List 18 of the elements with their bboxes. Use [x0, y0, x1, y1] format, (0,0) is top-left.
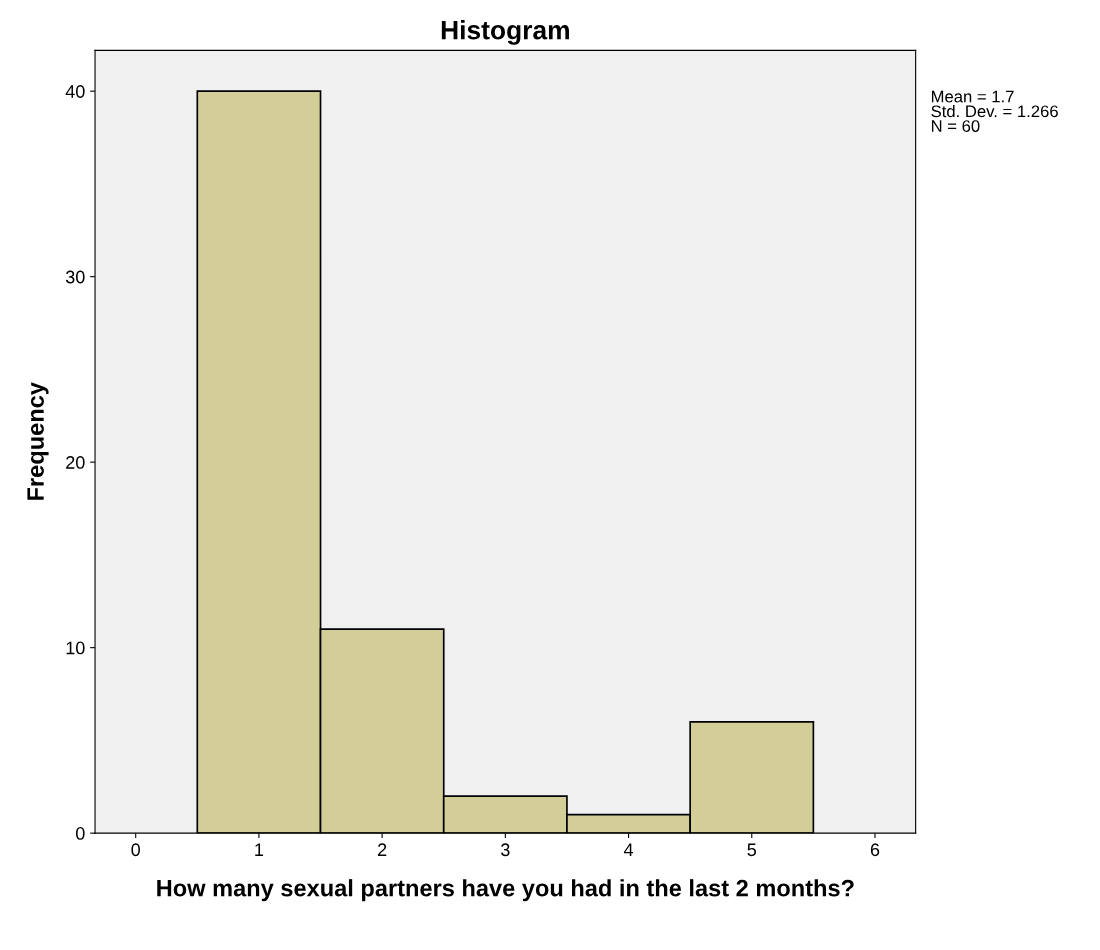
- x-tick-label: 2: [378, 843, 387, 856]
- x-tick-label: 5: [747, 843, 757, 857]
- y-tick-label: 0: [75, 827, 85, 840]
- x-tick-label: 6: [870, 843, 880, 857]
- x-tick-label: 3: [501, 843, 510, 857]
- x-tick-label: 0: [131, 843, 141, 857]
- x-tick-label: 1: [255, 843, 264, 856]
- text: Std. Dev. = 1.266: [931, 104, 1058, 118]
- x-tick-label: 4: [623, 843, 634, 856]
- y-tick-label: 20: [66, 456, 85, 469]
- chart-title: Histogram: [441, 20, 569, 45]
- y-axis-title: Frequency: [27, 382, 49, 500]
- y-tick-label: 40: [65, 85, 85, 98]
- x-axis-title: How many sexual partners have you had in the last 2 months?: [157, 879, 854, 902]
- y-tick-label: 30: [65, 270, 85, 284]
- text: Mean = 1.7: [931, 90, 1014, 103]
- text: N = 60: [931, 120, 980, 132]
- y-tick-label: 10: [66, 641, 85, 655]
